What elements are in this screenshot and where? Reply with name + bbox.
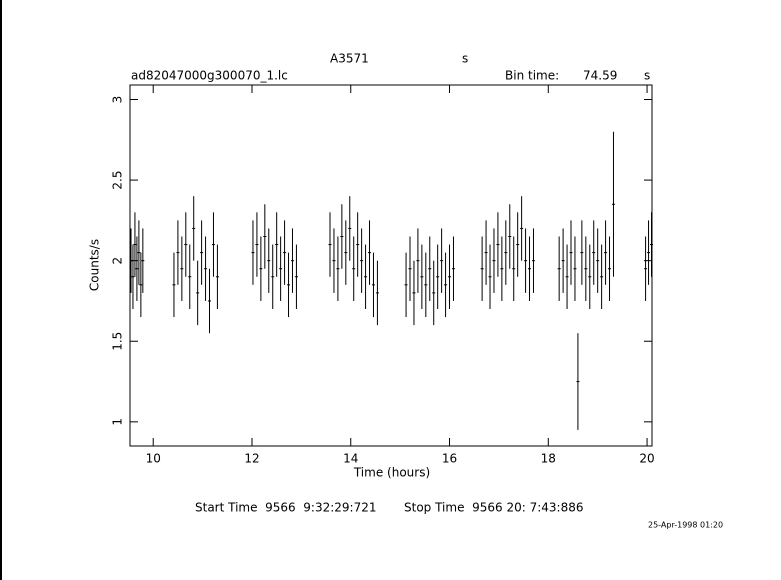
x-tick-label: 14 (343, 452, 358, 466)
bin-label: Bin time: (505, 69, 559, 83)
start-time: Start Time 9566 9:32:29:721 (195, 501, 377, 515)
x-tick-label: 20 (639, 452, 654, 466)
y-tick-label: 2 (111, 257, 125, 265)
y-tick-label: 1 (111, 418, 125, 426)
date: 25-Apr-1998 01:20 (648, 521, 723, 530)
target: A3571 (330, 52, 369, 66)
x-axis-label: Time (hours) (353, 466, 430, 480)
x-tick-label: 18 (541, 452, 556, 466)
plot-frame (129, 84, 653, 447)
y-tick-label: 3 (111, 96, 125, 104)
bin-unit: s (644, 69, 650, 83)
y-tick-label: 1.5 (111, 332, 125, 351)
target-unit: s (462, 52, 468, 66)
y-axis-label: Counts/s (88, 239, 102, 291)
bin-time: 74.59 (583, 69, 617, 83)
x-tick-label: 10 (146, 452, 161, 466)
x-tick-label: 12 (244, 452, 259, 466)
y-tick-label: 2.5 (111, 171, 125, 190)
file-name: ad82047000g300070_1.lc (131, 69, 288, 83)
stop-time: Stop Time 9566 20: 7:43:886 (404, 501, 583, 515)
x-tick-label: 16 (442, 452, 457, 466)
